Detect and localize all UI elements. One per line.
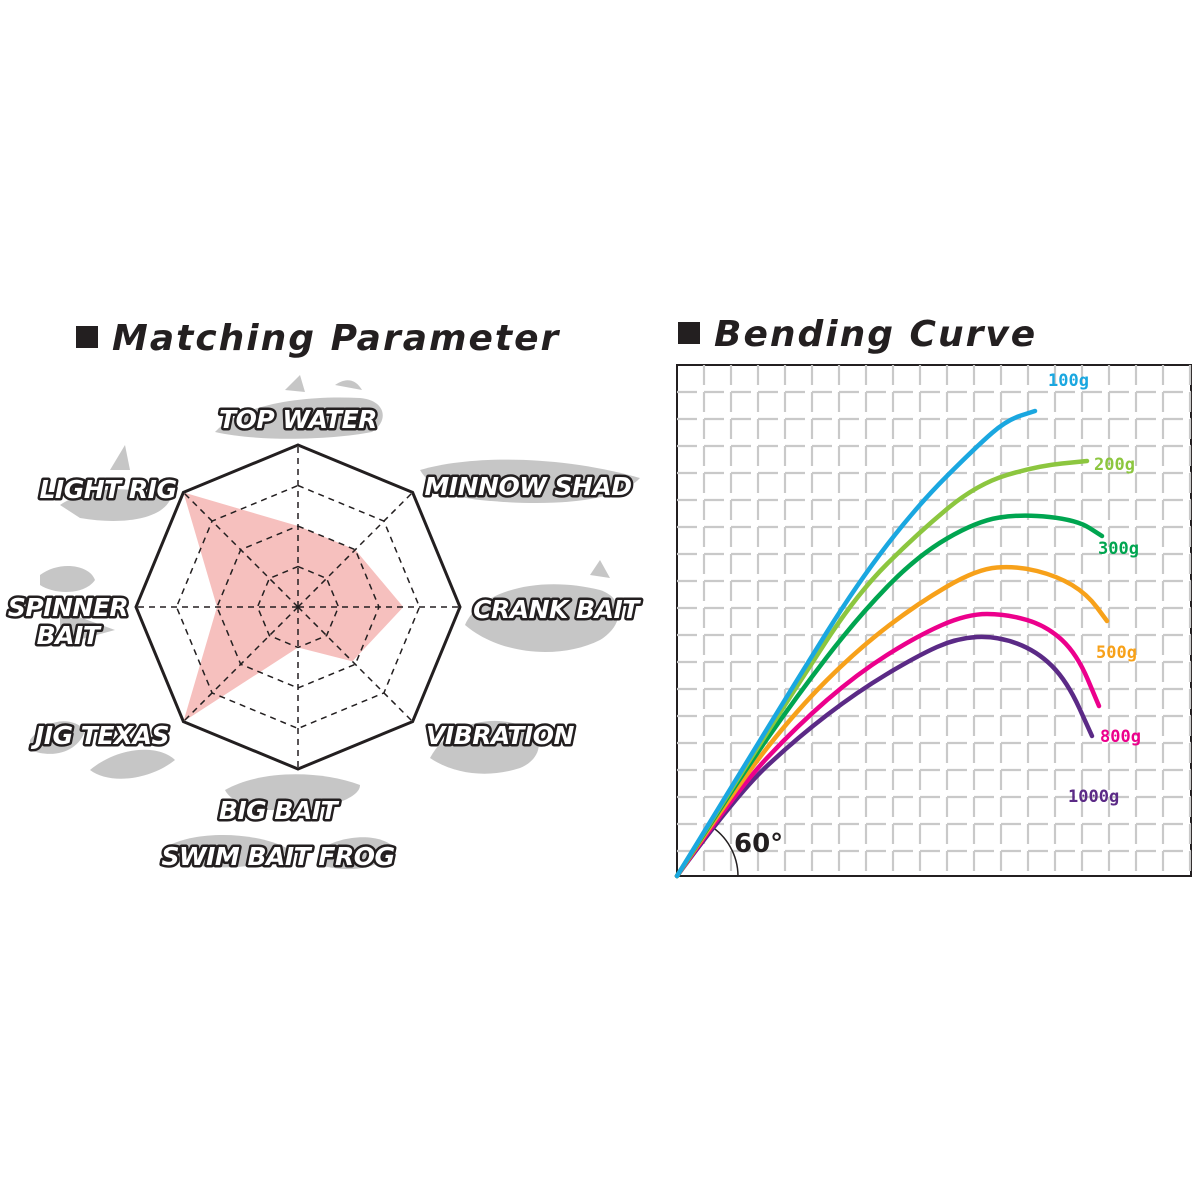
radar-ring-4: [134, 443, 462, 771]
topwater-lure-icon: [215, 375, 383, 439]
title-square-icon: [678, 322, 700, 344]
radar-axis-label: MINNOW SHAD: [424, 472, 631, 501]
crank-lure-icon: [465, 560, 619, 652]
bend-curve-100g: [674, 408, 1038, 879]
angle-label: 60°: [734, 829, 783, 859]
radar-grid: [134, 443, 462, 771]
radar-spoke: [297, 491, 414, 608]
radar-axis-label: TOP WATER: [219, 405, 377, 434]
radar-axis-label: CRANK BAIT: [473, 595, 641, 624]
bend-curve-500g: [674, 564, 1110, 879]
lure-silhouettes: [30, 375, 640, 870]
bend-load-labels: 1000g 800g 500g 300g 200g 100g: [1048, 371, 1141, 807]
bend-curves: [674, 408, 1110, 879]
minnow-lure-icon: [420, 459, 640, 504]
load-label-300g: 300g: [1098, 539, 1139, 559]
bigbait-lure-icon: [225, 774, 360, 811]
bend-curve-1000g: [674, 634, 1095, 879]
radar-title: Matching Parameter: [76, 318, 560, 359]
bending-curve-chart: 60° 1000g 800g 500g 300g 200g 100g: [674, 364, 1192, 879]
radar-ring-3: [175, 484, 421, 730]
load-label-100g: 100g: [1048, 371, 1089, 391]
title-square-icon: [76, 326, 98, 348]
spinner-lure-icon: [40, 565, 115, 645]
radar-spoke: [182, 491, 299, 608]
bend-curve-800g: [674, 611, 1102, 879]
lightrig-lure-icon: [60, 445, 170, 521]
radar-axis-label: LIGHT RIG: [39, 475, 176, 504]
radar-axis-labels: TOP WATER MINNOW SHAD CRANK BAIT VIBRATION B…: [5, 403, 644, 874]
radar-axis-label: VIBRATION: [426, 721, 575, 750]
jig-lure-icon: [30, 721, 175, 779]
vibration-lure-icon: [430, 720, 539, 774]
load-label-800g: 800g: [1100, 727, 1141, 747]
bend-title: Bending Curve: [678, 314, 1037, 355]
bend-title-text: Bending Curve: [714, 314, 1038, 355]
load-label-200g: 200g: [1094, 455, 1135, 475]
swimbait-lure-icon: [170, 834, 290, 868]
radar-axis-label: SPINNER BAIT: [8, 593, 128, 650]
bend-curve-300g: [674, 513, 1105, 879]
radar-axis-label: BIG BAIT SWIM BAIT FROG: [161, 796, 394, 871]
radar-spoke: [182, 606, 299, 723]
radar-ring-2: [216, 525, 380, 689]
radar-title-text: Matching Parameter: [112, 318, 561, 359]
load-label-1000g: 1000g: [1068, 787, 1119, 807]
radar-chart: TOP WATER MINNOW SHAD CRANK BAIT VIBRATION B…: [5, 375, 644, 874]
radar-spoke: [297, 606, 414, 723]
radar-ring-1: [256, 565, 340, 649]
load-label-500g: 500g: [1096, 643, 1137, 663]
frog-lure-icon: [320, 837, 395, 870]
radar-axis-label: JIG TEXAS: [30, 721, 169, 750]
